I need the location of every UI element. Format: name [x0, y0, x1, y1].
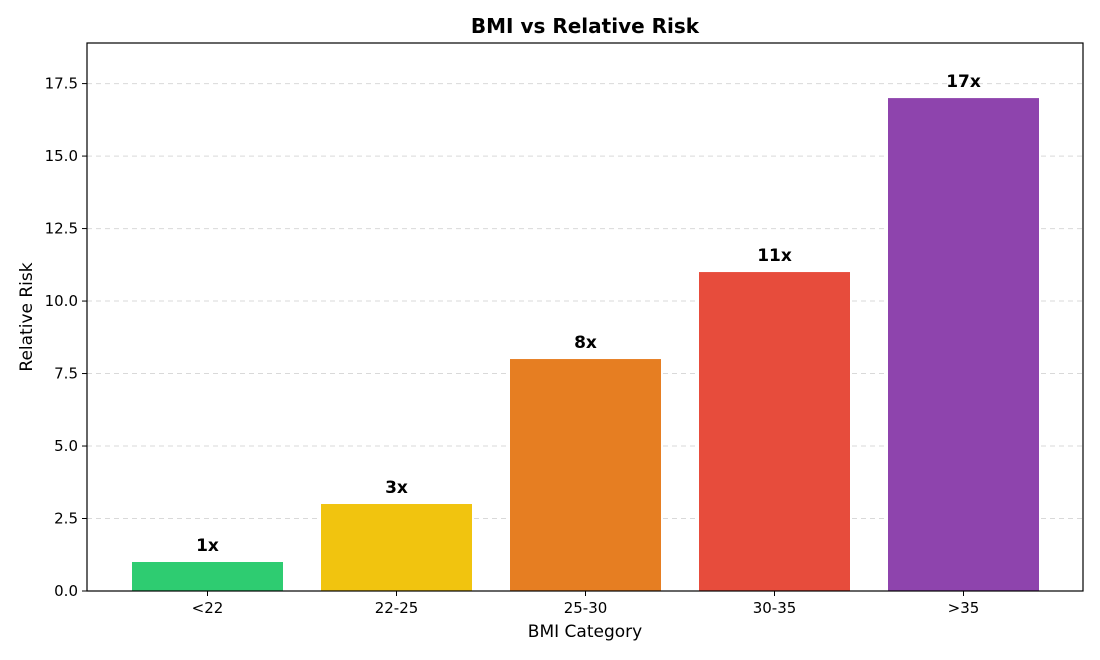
y-axis: 0.0 2.5 5.0 7.5 10.0 12.5 15.0 17.5	[45, 75, 87, 600]
y-tick-label: 2.5	[54, 510, 78, 528]
y-tick-label: 7.5	[54, 365, 78, 383]
bar	[132, 562, 283, 591]
bar	[888, 98, 1039, 591]
y-tick-label: 12.5	[45, 220, 78, 238]
bar-value-label: 17x	[946, 72, 981, 92]
bar-value-label: 1x	[196, 536, 219, 556]
bar	[510, 359, 661, 591]
x-tick-label: 22-25	[375, 599, 419, 617]
y-tick-label: 15.0	[45, 147, 78, 165]
bar-value-label: 11x	[757, 246, 792, 266]
x-tick-label: >35	[948, 599, 980, 617]
x-tick-label: <22	[192, 599, 224, 617]
y-tick-label: 17.5	[45, 75, 78, 93]
y-tick-label: 10.0	[45, 292, 78, 310]
y-tick-label: 0.0	[54, 582, 78, 600]
bar-value-label: 3x	[385, 478, 408, 498]
x-axis-label: BMI Category	[528, 622, 642, 642]
bar	[321, 504, 472, 591]
x-tick-label: 25-30	[564, 599, 608, 617]
bar-value-label: 8x	[574, 333, 597, 353]
x-axis: <22 22-25 25-30 30-35 >35	[192, 591, 980, 617]
x-tick-label: 30-35	[753, 599, 797, 617]
y-tick-label: 5.0	[54, 437, 78, 455]
bar	[699, 272, 850, 591]
bars	[132, 98, 1039, 591]
chart-title: BMI vs Relative Risk	[471, 14, 700, 38]
bar-value-labels: 1x 3x 8x 11x 17x	[196, 72, 981, 556]
y-axis-label: Relative Risk	[17, 262, 37, 371]
